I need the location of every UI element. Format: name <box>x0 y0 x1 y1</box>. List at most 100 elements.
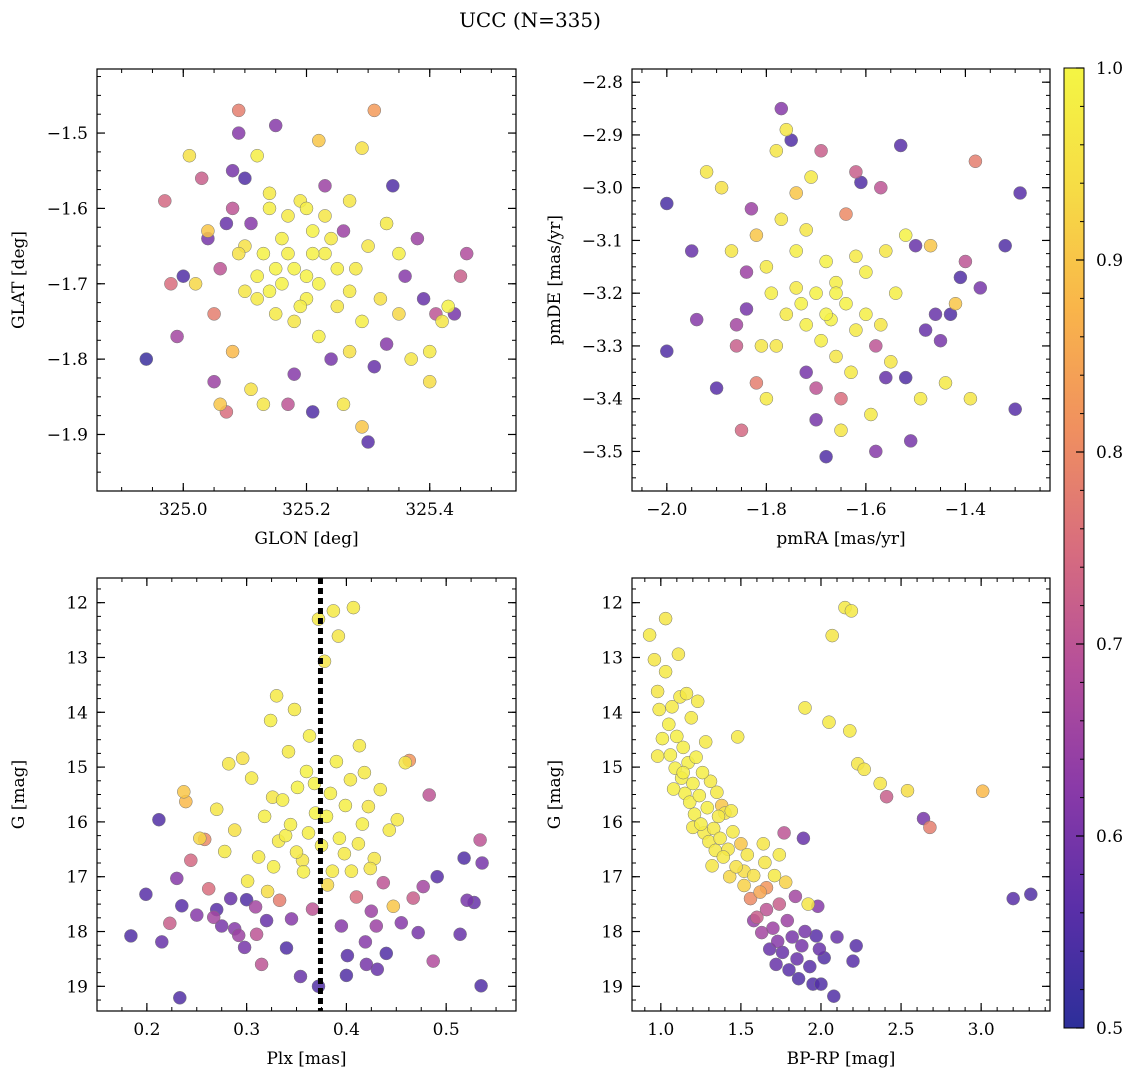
scatter-point <box>898 370 913 385</box>
scatter-point <box>692 788 707 803</box>
scatter-point <box>320 878 335 892</box>
scatter-point <box>346 600 361 615</box>
y-tick-label: 16 <box>601 813 623 833</box>
scatter-point <box>460 893 474 908</box>
scatter-point <box>305 902 320 916</box>
scatter-point <box>799 365 813 380</box>
scatter-point <box>340 948 355 963</box>
scatter-point <box>767 868 782 883</box>
scatter-point <box>324 231 338 246</box>
scatter-point <box>968 154 983 169</box>
scatter-point <box>798 701 812 715</box>
scatter-point <box>699 165 714 179</box>
scatter-point <box>846 954 860 968</box>
scatter-point <box>330 299 345 314</box>
scatter-point <box>318 209 332 223</box>
scatter-point <box>231 103 246 118</box>
y-tick-label: 18 <box>66 923 88 943</box>
y-tick-label: −3.3 <box>582 337 623 357</box>
scatter-point <box>759 902 774 917</box>
scatter-point <box>367 103 382 118</box>
scatter-point <box>459 246 474 261</box>
scatter-point <box>684 244 699 258</box>
scatter-point <box>788 889 803 904</box>
scatter-point <box>422 788 436 802</box>
colorbar-tick-label: 0.5 <box>1096 1019 1123 1039</box>
scatter-point <box>647 652 662 667</box>
scatter-point <box>829 349 843 364</box>
x-axis-label: GLON [deg] <box>254 529 358 549</box>
scatter-point <box>819 307 833 322</box>
scatter-point <box>207 307 221 321</box>
scatter-point <box>330 261 345 276</box>
scatter-point <box>686 776 700 791</box>
panel-plx-g: 0.2 0.3 0.4 0.5 12 13 14 15 16 17 18 19 Plx [mas] G [… <box>9 577 517 1068</box>
scatter-point <box>293 969 308 984</box>
scatter-point <box>658 664 673 679</box>
scatter-point <box>334 919 349 933</box>
scatter-point <box>814 144 828 158</box>
scatter-point <box>373 292 388 306</box>
scatter-point <box>124 929 138 943</box>
scatter-point <box>244 382 258 397</box>
scatter-point <box>714 180 729 195</box>
scatter-point <box>287 261 301 276</box>
scatter-point <box>873 776 887 791</box>
scatter-point <box>163 916 177 931</box>
scatter-point <box>734 837 748 851</box>
x-tick-label: −1.8 <box>746 500 787 520</box>
scatter-point <box>958 254 973 269</box>
scatter-point <box>1024 887 1038 902</box>
scatter-points <box>660 101 1027 464</box>
scatter-point <box>206 910 221 925</box>
scatter-point <box>386 179 400 193</box>
scatter-point <box>139 352 154 366</box>
scatter-point <box>759 391 774 406</box>
scatter-point <box>756 837 771 851</box>
scatter-point <box>342 284 357 299</box>
scatter-point <box>259 913 274 928</box>
scatter-point <box>759 260 774 274</box>
scatter-point <box>809 286 823 300</box>
scatter-point <box>744 202 759 216</box>
scatter-point <box>898 228 913 242</box>
scatter-point <box>933 333 948 348</box>
scatter-point <box>223 891 238 906</box>
scatter-point <box>893 138 908 153</box>
scatter-point <box>352 738 367 753</box>
x-tick-label: 2.0 <box>807 1020 834 1040</box>
scatter-point <box>948 296 963 311</box>
scatter-point <box>857 762 871 777</box>
scatter-point <box>351 837 366 851</box>
scatter-point <box>791 971 806 986</box>
y-tick-label: 17 <box>66 868 88 888</box>
scatter-point <box>794 296 808 311</box>
x-tick-label: −1.4 <box>945 500 986 520</box>
scatter-point <box>221 757 236 771</box>
colorbar-tick-label: 0.8 <box>1096 443 1123 463</box>
scatter-point <box>710 785 724 800</box>
scatter-point <box>679 686 694 701</box>
scatter-point <box>268 118 283 133</box>
scatter-point <box>859 265 873 279</box>
scatter-point <box>474 979 488 993</box>
scatter-point <box>790 952 804 966</box>
y-tick-label: −3.5 <box>582 442 623 462</box>
scatter-point <box>239 892 254 907</box>
scatter-point <box>287 367 301 381</box>
scatter-point <box>834 423 848 438</box>
scatter-point <box>250 292 264 306</box>
scatter-point <box>262 186 277 201</box>
scatter-point <box>382 823 397 837</box>
scatter-point <box>301 826 316 840</box>
y-tick-label: −2.9 <box>582 126 623 146</box>
scatter-point <box>749 376 764 390</box>
scatter-point <box>758 855 772 870</box>
scatter-point <box>201 224 215 238</box>
scatter-point <box>318 246 332 261</box>
scatter-point <box>777 826 791 840</box>
y-tick-label: −3.1 <box>582 231 623 251</box>
scatter-point <box>839 296 853 311</box>
scatter-point <box>849 323 863 337</box>
y-tick-label: −1.6 <box>47 199 88 219</box>
